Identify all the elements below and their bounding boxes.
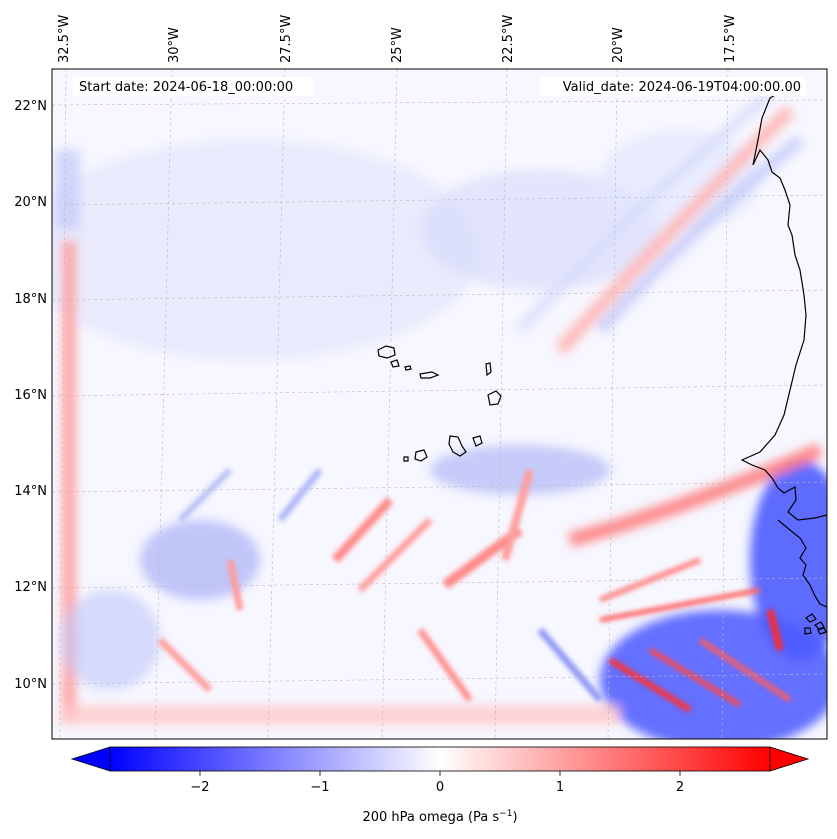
lat-label: 10°N — [14, 677, 47, 692]
island-sao-nicolau — [419, 371, 440, 379]
island-brava — [403, 456, 409, 462]
lon-label: 30°W — [167, 27, 182, 63]
lat-label: 14°N — [14, 484, 47, 499]
island-fogo — [414, 449, 428, 462]
colorbar-extend-max — [769, 746, 810, 772]
island-santa-luzia — [404, 365, 412, 371]
map-frame — [51, 68, 828, 740]
lon-label: 17.5°W — [723, 15, 738, 63]
bijagos-islands — [804, 613, 827, 635]
lon-label: 20°W — [611, 27, 626, 63]
colorbar-tick-label: 0 — [436, 780, 444, 795]
lat-label: 16°N — [14, 388, 47, 403]
colorbar-tick-label: 2 — [676, 780, 684, 795]
lat-label: 18°N — [14, 292, 47, 307]
island-sao-vicente — [390, 359, 400, 368]
colorbar-tick-label: 1 — [556, 780, 564, 795]
graticule — [51, 68, 828, 740]
island-santo-antao — [377, 345, 396, 359]
colorbar-extend-min — [70, 746, 111, 772]
coastlines — [377, 89, 827, 635]
longitude-labels: 32.5°W 30°W 27.5°W 25°W 22.5°W 20°W 17.5… — [57, 15, 738, 63]
start-date-label: Start date: 2024-06-18_00:00:00 — [79, 80, 293, 95]
island-boa-vista — [487, 390, 502, 406]
lon-label: 32.5°W — [57, 15, 72, 63]
colorbar: −2 −1 0 1 2 200 hPa omega (Pa s−1) — [70, 746, 810, 825]
valid-date-label: Valid_date: 2024-06-19T04:00:00.00 — [563, 80, 801, 95]
colorbar-label: 200 hPa omega (Pa s−1) — [362, 809, 517, 825]
island-santiago — [448, 435, 467, 457]
lon-label: 27.5°W — [279, 15, 294, 63]
lat-label: 12°N — [14, 580, 47, 595]
senegal-coast-south — [777, 519, 827, 608]
latitude-labels: 22°N 20°N 18°N 16°N 14°N 12°N 10°N — [14, 99, 47, 692]
island-sal — [485, 362, 492, 377]
lat-label: 22°N — [14, 99, 47, 114]
lat-label: 20°N — [14, 195, 47, 210]
start-date-box — [73, 77, 313, 96]
omega-field — [52, 91, 827, 739]
colorbar-tick-label: −1 — [310, 780, 329, 795]
valid-date-box — [540, 77, 806, 96]
colorbar-tick-label: −2 — [190, 780, 209, 795]
lon-label: 22.5°W — [501, 15, 516, 63]
africa-coastline — [740, 89, 827, 521]
lon-label: 25°W — [390, 27, 405, 63]
island-maio — [472, 435, 483, 447]
colorbar-ticks: −2 −1 0 1 2 — [190, 771, 684, 795]
colorbar-gradient — [109, 746, 771, 772]
